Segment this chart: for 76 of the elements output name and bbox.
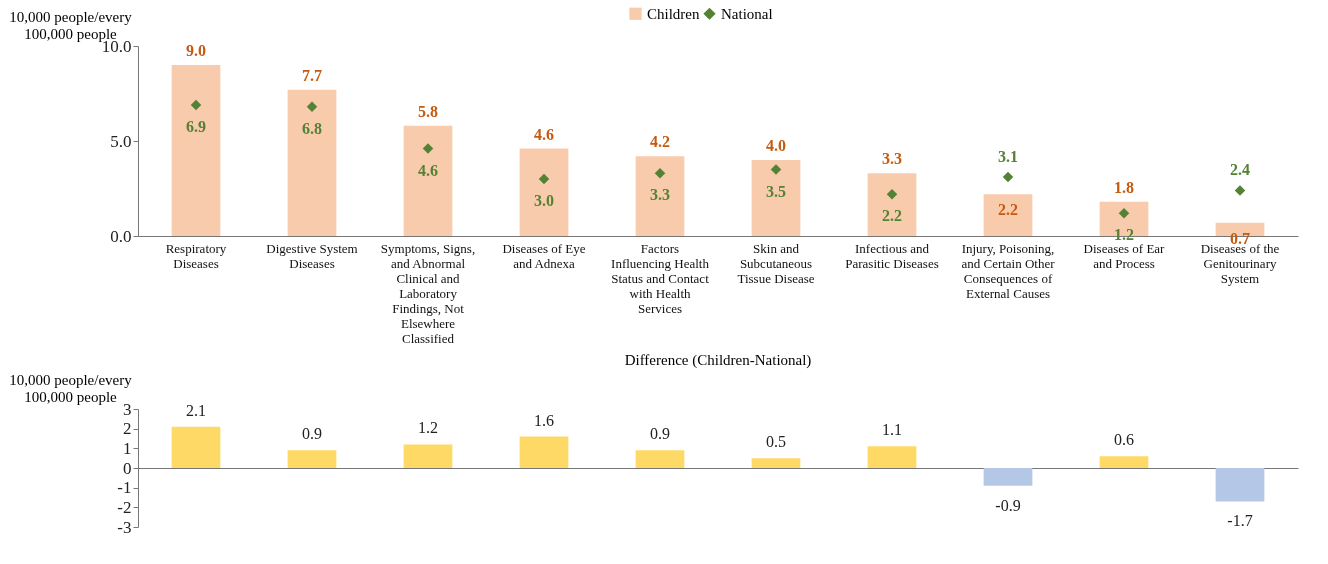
data-label: 2.2	[882, 207, 902, 225]
x-tick-label: Infectious and Parasitic Diseases	[845, 240, 939, 271]
data-label: 2.4	[1230, 161, 1250, 179]
legend-label: Children	[647, 5, 700, 22]
x-tick-label: Digestive System Diseases	[266, 240, 358, 271]
point	[1118, 207, 1130, 219]
data-label: 4.0	[766, 137, 786, 154]
bar	[867, 173, 917, 236]
point	[1234, 185, 1246, 196]
data-label: 9.0	[186, 42, 206, 59]
x-tick-label: Symptoms, Signs, and Abnormal Clinical and Laboratory Findings, Not Elsewhere Classified	[380, 240, 476, 346]
bar	[519, 148, 569, 236]
y-tick-label: -3	[117, 517, 132, 537]
bar	[635, 156, 685, 236]
data-label: 2.2	[998, 201, 1018, 219]
bar	[751, 160, 801, 236]
y-tick-label: 0	[123, 458, 132, 478]
legend-label: National	[721, 5, 773, 22]
data-label: 6.8	[302, 119, 322, 137]
data-label: 3.3	[650, 186, 670, 204]
data-label: 6.9	[186, 117, 206, 135]
data-label: 4.6	[534, 125, 554, 143]
data-label: 4.6	[418, 161, 438, 179]
data-label: 3.1	[998, 148, 1018, 166]
bar	[403, 125, 453, 236]
data-label: -1.7	[1227, 512, 1253, 530]
y-tick-label: 1	[123, 438, 132, 458]
x-tick-label: Diseases of Ear and Process	[1083, 240, 1166, 271]
x-tick-label: Diseases of Eye and Adnexa	[502, 240, 586, 271]
bar	[287, 450, 337, 468]
y-tick-label: -2	[117, 497, 132, 517]
data-label: 1.6	[534, 411, 554, 429]
data-label: 3.3	[882, 150, 902, 168]
bar	[403, 444, 453, 468]
bar	[171, 426, 221, 468]
data-label: 0.9	[302, 425, 322, 443]
data-label: 2.1	[186, 401, 206, 419]
bar	[171, 65, 221, 236]
data-label: -0.9	[995, 496, 1021, 514]
point	[422, 143, 434, 154]
data-label: 0.5	[766, 433, 786, 451]
bar	[983, 468, 1033, 486]
x-tick-label: Respiratory Diseases	[165, 240, 227, 271]
bar	[1215, 468, 1265, 502]
point	[306, 101, 318, 113]
data-label: 3.5	[766, 182, 786, 200]
x-tick-label: Skin and Subcutaneous Tissue Disease	[737, 240, 815, 286]
data-label: 1.2	[418, 419, 438, 437]
data-label: 4.2	[650, 133, 670, 151]
point	[1002, 171, 1014, 183]
y-tick-label: 2	[123, 419, 132, 439]
data-label: 0.9	[650, 425, 670, 443]
point	[538, 173, 550, 185]
point	[654, 168, 666, 179]
y-tick-label: 0.0	[110, 226, 132, 246]
x-tick-label: Factors Influencing Health Status and Contact with Health Services	[611, 240, 710, 316]
point	[770, 164, 782, 175]
bar	[519, 436, 569, 468]
y-tick-label: 5.0	[110, 131, 132, 151]
bar	[287, 89, 337, 236]
data-label: 1.8	[1114, 178, 1134, 196]
y-tick-label: -1	[117, 478, 132, 498]
bar	[867, 446, 917, 468]
bar	[751, 458, 801, 468]
data-label: 1.1	[882, 421, 902, 439]
point	[886, 188, 898, 200]
chart-title: Difference (Children-National)	[624, 352, 812, 369]
x-tick-label: Injury, Poisoning, and Certain Other Consequences of External Causes	[961, 240, 1056, 301]
data-label: 0.6	[1114, 431, 1134, 449]
bar	[635, 450, 685, 468]
bar	[983, 194, 1033, 236]
data-label: 3.0	[534, 192, 554, 209]
data-label: 5.8	[418, 102, 438, 120]
data-label: 7.7	[302, 66, 322, 84]
bar	[1099, 456, 1149, 468]
point	[190, 99, 202, 111]
